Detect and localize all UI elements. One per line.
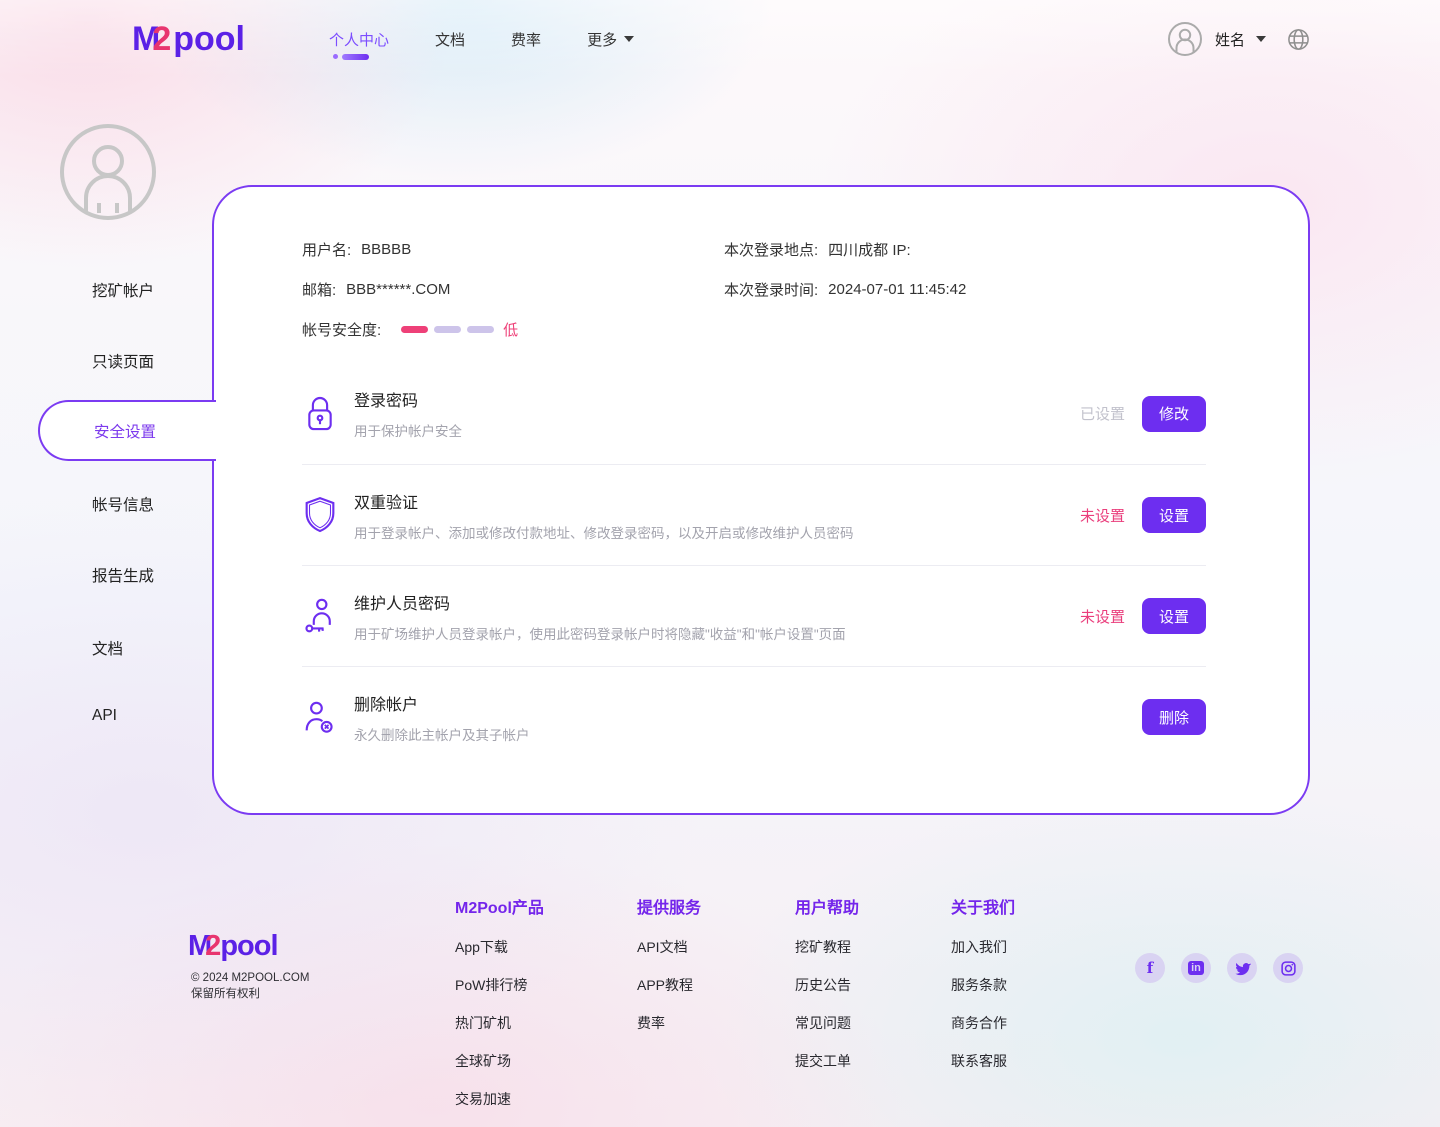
login-location-value: 四川成都 IP: (828, 241, 911, 259)
footer-column-title: 用户帮助 (795, 900, 860, 917)
footer-column-help: 用户帮助 挖矿教程 历史公告 常见问题 提交工单 (795, 894, 859, 1089)
email-label: 邮箱: (302, 281, 337, 299)
footer-link-announcements[interactable]: 历史公告 (795, 977, 851, 993)
security-item-desc: 永久删除此主帐户及其子帐户 (354, 727, 530, 743)
modify-password-button[interactable]: 修改 (1142, 395, 1206, 432)
page-footer: M2pool © 2024 M2POOL.COM 保留所有权利 M2Pool产品… (0, 868, 1440, 1127)
footer-link-app-tutorial[interactable]: APP教程 (637, 977, 694, 993)
profile-avatar-icon (58, 122, 158, 222)
top-navbar: M2pool 个人中心 文档 费率 更多 姓名 (0, 0, 1440, 78)
security-items-list: 登录密码 用于保护帐户安全 已设置 修改 双重验证 用于登录帐户、添加或修改付款… (302, 363, 1206, 767)
nav-personal-center[interactable]: 个人中心 (329, 29, 389, 60)
delete-account-button[interactable]: 删除 (1142, 699, 1206, 735)
user-name[interactable]: 姓名 (1214, 31, 1245, 49)
logo-text: M (132, 19, 160, 58)
footer-column-about: 关于我们 加入我们 服务条款 商务合作 联系客服 (951, 894, 1015, 1089)
m2pool-logo[interactable]: M2pool (132, 19, 246, 58)
copyright: © 2024 M2POOL.COM 保留所有权利 (191, 972, 310, 1000)
footer-link-submit-ticket[interactable]: 提交工单 (795, 1053, 851, 1069)
footer-link-business[interactable]: 商务合作 (951, 1015, 1007, 1031)
two-factor-row: 双重验证 用于登录帐户、添加或修改付款地址、修改登录密码，以及开启或修改维护人员… (302, 464, 1206, 565)
sidebar-item-docs[interactable]: 文档 (92, 641, 124, 658)
security-item-title: 登录密码 (354, 393, 419, 410)
login-time-value: 2024-07-01 11:45:42 (828, 280, 967, 298)
chevron-down-icon[interactable] (1256, 36, 1266, 42)
footer-column-products: M2Pool产品 App下载 PoW排行榜 热门矿机 全球矿场 交易加速 (455, 894, 544, 1127)
username-label: 用户名: (302, 241, 352, 259)
footer-link-app-download[interactable]: App下载 (455, 939, 508, 955)
sidebar-item-readonly-page[interactable]: 只读页面 (92, 354, 155, 371)
security-settings-card: 用户名: BBBBB 邮箱: BBB******.COM 帐号安全度: 低 本次… (212, 185, 1310, 815)
security-item-desc: 用于保护帐户安全 (354, 424, 462, 439)
email-row: 邮箱: BBB******.COM (302, 269, 724, 309)
social-links: f in (1135, 953, 1303, 983)
avatar-icon[interactable] (1166, 20, 1204, 58)
email-value: BBB******.COM (346, 280, 451, 298)
delete-user-icon (302, 697, 338, 737)
security-level-label: 帐号安全度: (302, 321, 382, 339)
login-time-row: 本次登录时间: 2024-07-01 11:45:42 (724, 269, 1206, 309)
username-row: 用户名: BBBBB (302, 229, 724, 269)
security-item-title: 删除帐户 (354, 696, 419, 714)
nav-fees[interactable]: 费率 (511, 31, 542, 49)
footer-link-fees[interactable]: 费率 (637, 1015, 665, 1031)
footer-column-title: 提供服务 (637, 900, 702, 917)
nav-more[interactable]: 更多 (587, 29, 635, 50)
footer-link-global-farms[interactable]: 全球矿场 (455, 1053, 511, 1069)
footer-logo[interactable]: M2pool (188, 930, 279, 962)
lock-icon (302, 394, 338, 434)
maintainer-password-row: 维护人员密码 用于矿场维护人员登录帐户，使用此密码登录帐户时将隐藏"收益"和"帐… (302, 565, 1206, 666)
sidebar-item-mining-accounts[interactable]: 挖矿帐户 (92, 283, 155, 300)
status-badge: 未设置 (1079, 608, 1125, 626)
footer-link-hot-miners[interactable]: 热门矿机 (455, 1015, 511, 1031)
globe-icon[interactable] (1287, 28, 1310, 51)
instagram-icon[interactable] (1273, 953, 1303, 983)
user-menu: 姓名 (1166, 0, 1310, 78)
footer-link-join-us[interactable]: 加入我们 (951, 939, 1007, 955)
footer-link-mining-tutorial[interactable]: 挖矿教程 (795, 939, 851, 955)
setup-maintainer-password-button[interactable]: 设置 (1142, 598, 1206, 634)
security-item-title: 维护人员密码 (354, 595, 451, 613)
footer-link-support[interactable]: 联系客服 (951, 1053, 1007, 1069)
main-nav: 个人中心 文档 费率 更多 (329, 29, 635, 60)
footer-link-terms[interactable]: 服务条款 (951, 977, 1007, 993)
footer-column-services: 提供服务 API文档 APP教程 费率 (637, 894, 701, 1051)
sidebar-item-security-settings[interactable]: 安全设置 (38, 400, 216, 461)
sidebar-item-api[interactable]: API (92, 707, 117, 724)
security-item-title: 双重验证 (354, 494, 419, 512)
login-time-label: 本次登录时间: (724, 281, 819, 299)
active-nav-indicator (333, 53, 370, 60)
sidebar-item-report-generation[interactable]: 报告生成 (92, 568, 155, 585)
maintainer-key-icon (302, 596, 338, 636)
setup-2fa-button[interactable]: 设置 (1142, 497, 1206, 533)
status-badge: 已设置 (1079, 406, 1125, 423)
status-badge: 未设置 (1079, 507, 1125, 525)
facebook-icon[interactable]: f (1135, 953, 1165, 983)
footer-link-pow-ranking[interactable]: PoW排行榜 (455, 977, 528, 993)
footer-column-title: M2Pool产品 (455, 900, 544, 917)
security-level-value: 低 (503, 321, 519, 339)
login-location-label: 本次登录地点: (724, 241, 819, 259)
security-item-desc: 用于矿场维护人员登录帐户，使用此密码登录帐户时将隐藏"收益"和"帐户设置"页面 (354, 626, 846, 642)
footer-link-api-docs[interactable]: API文档 (637, 939, 688, 955)
security-item-desc: 用于登录帐户、添加或修改付款地址、修改登录密码，以及开启或修改维护人员密码 (354, 525, 854, 541)
username-value: BBBBB (361, 240, 412, 258)
chevron-down-icon (624, 36, 635, 42)
account-info-right: 本次登录地点: 四川成都 IP: 本次登录时间: 2024-07-01 11:4… (724, 229, 1206, 349)
security-level-meter (401, 325, 495, 333)
shield-icon (302, 495, 338, 535)
delete-account-row: 删除帐户 永久删除此主帐户及其子帐户 删除 (302, 666, 1206, 767)
login-password-row: 登录密码 用于保护帐户安全 已设置 修改 (302, 363, 1206, 464)
linkedin-icon[interactable]: in (1181, 953, 1211, 983)
footer-link-faq[interactable]: 常见问题 (795, 1015, 851, 1031)
security-level-row: 帐号安全度: 低 (302, 309, 724, 349)
sidebar-item-account-info[interactable]: 帐号信息 (92, 497, 155, 514)
nav-docs[interactable]: 文档 (435, 31, 466, 49)
footer-column-title: 关于我们 (951, 900, 1016, 917)
footer-link-tx-acceleration[interactable]: 交易加速 (455, 1091, 511, 1107)
login-location-row: 本次登录地点: 四川成都 IP: (724, 229, 1206, 269)
twitter-icon[interactable] (1227, 953, 1257, 983)
account-info-left: 用户名: BBBBB 邮箱: BBB******.COM 帐号安全度: 低 (302, 229, 724, 349)
